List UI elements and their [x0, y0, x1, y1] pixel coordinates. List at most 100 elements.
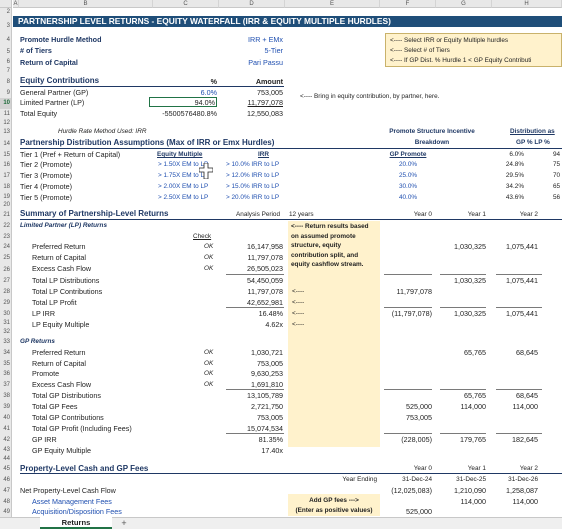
row-header[interactable]: 16: [0, 160, 12, 171]
tier-gp-promote[interactable]: 40.0%: [398, 194, 418, 201]
lp-row-year1[interactable]: 1,030,325: [454, 276, 486, 285]
row-header[interactable]: 31: [0, 320, 12, 327]
row-header[interactable]: 11: [0, 109, 12, 120]
row-header[interactable]: 24: [0, 242, 12, 253]
lp-row-total[interactable]: 16.48%: [258, 309, 283, 318]
gp-row-total[interactable]: 13,105,789: [247, 391, 283, 400]
tier-gp-pct[interactable]: 29.5%: [505, 172, 524, 179]
row-header[interactable]: 45: [0, 464, 12, 475]
row-header[interactable]: 19: [0, 193, 12, 202]
row-header[interactable]: 42: [0, 435, 12, 446]
row-header[interactable]: 32: [0, 327, 12, 337]
tier-gp-pct[interactable]: 6.0%: [509, 151, 524, 158]
gp-row-total[interactable]: 17.40x: [261, 446, 283, 455]
row-header[interactable]: 5: [0, 46, 12, 58]
row-header[interactable]: 22: [0, 221, 12, 232]
row-header[interactable]: 40: [0, 413, 12, 424]
gp-row-total[interactable]: 753,005: [257, 413, 283, 422]
row-header[interactable]: 36: [0, 369, 12, 380]
row-header[interactable]: 12: [0, 120, 12, 127]
row-header[interactable]: 29: [0, 298, 12, 309]
lp-row-total[interactable]: 26,505,023: [247, 264, 283, 273]
gp-row-total[interactable]: 1,030,721: [251, 348, 283, 357]
tier-lp-pct[interactable]: 75: [553, 161, 561, 168]
gp-amount[interactable]: 753,005: [257, 88, 283, 97]
gp-row-year1[interactable]: 179,765: [460, 435, 486, 444]
lp-pct[interactable]: 94.0%: [194, 98, 215, 107]
row-header[interactable]: 27: [0, 276, 12, 287]
gp-row-year2[interactable]: 182,645: [512, 435, 538, 444]
col-header-a[interactable]: A: [13, 0, 19, 8]
property-row-year0[interactable]: (12,025,083): [391, 486, 432, 495]
tier-em-hurdle[interactable]: > 2.00X EM to LP: [158, 183, 209, 190]
gp-row-total[interactable]: 753,005: [257, 359, 283, 368]
tier-gp-pct[interactable]: 43.6%: [505, 194, 524, 201]
tier-irr-hurdle[interactable]: > 10.0% IRR to LP: [226, 161, 280, 168]
row-header[interactable]: 33: [0, 337, 12, 348]
col-header-e[interactable]: E: [285, 0, 380, 8]
gp-row-total[interactable]: 9,630,253: [251, 369, 283, 378]
row-header[interactable]: 35: [0, 359, 12, 369]
lp-row-year2[interactable]: 1,075,441: [506, 309, 538, 318]
row-header[interactable]: 44: [0, 455, 12, 464]
row-header[interactable]: 15: [0, 150, 12, 160]
lp-row-total[interactable]: 11,797,078: [247, 253, 283, 262]
property-row-year2[interactable]: 1,258,087: [506, 486, 538, 495]
property-row-year2[interactable]: 114,000: [512, 497, 538, 506]
lp-row-year2[interactable]: 1,075,441: [506, 242, 538, 251]
tier-em-hurdle[interactable]: > 1.75X EM to LP: [158, 172, 209, 179]
gp-row-total[interactable]: 81.35%: [258, 435, 283, 444]
row-header[interactable]: 21: [0, 209, 12, 221]
lp-row-total[interactable]: 16,147,958: [247, 242, 283, 251]
row-header[interactable]: 30: [0, 309, 12, 320]
row-header[interactable]: 25: [0, 253, 12, 264]
row-header[interactable]: 13: [0, 127, 12, 138]
row-header[interactable]: 37: [0, 380, 12, 391]
tiers-value[interactable]: 5-Tier: [264, 46, 283, 55]
col-header-c[interactable]: C: [153, 0, 219, 8]
total-equity-pct[interactable]: -5500576480.8%: [162, 109, 217, 118]
property-row-year0[interactable]: 525,000: [406, 507, 432, 516]
tier-gp-pct[interactable]: 34.2%: [505, 183, 524, 190]
add-sheet-icon[interactable]: +: [121, 518, 127, 528]
gp-row-year1[interactable]: 65,765: [464, 391, 486, 400]
gp-row-year0[interactable]: (228,005): [401, 435, 432, 444]
gp-row-year1[interactable]: 65,765: [464, 348, 486, 357]
lp-row-year2[interactable]: 1,075,441: [506, 276, 538, 285]
gp-row-year2[interactable]: 68,645: [516, 348, 538, 357]
row-header[interactable]: 46: [0, 475, 12, 486]
col-header-b[interactable]: B: [19, 0, 153, 8]
row-header[interactable]: 41: [0, 424, 12, 435]
return-of-capital-value[interactable]: Pari Passu: [248, 58, 283, 67]
row-header[interactable]: 34: [0, 348, 12, 359]
gp-row-year0[interactable]: 753,005: [406, 413, 432, 422]
row-header[interactable]: 49: [0, 507, 12, 517]
gp-pct[interactable]: 6.0%: [200, 88, 217, 97]
tier-em-hurdle[interactable]: > 2.50X EM to LP: [158, 194, 209, 201]
lp-row-year0[interactable]: 11,797,078: [396, 287, 432, 296]
row-header[interactable]: 4: [0, 35, 12, 46]
row-header[interactable]: 43: [0, 446, 12, 455]
lp-row-total[interactable]: 4.62x: [265, 320, 283, 329]
col-header-h[interactable]: H: [492, 0, 562, 8]
tier-lp-pct[interactable]: 65: [553, 183, 561, 190]
row-header[interactable]: 7: [0, 67, 12, 76]
row-header[interactable]: 39: [0, 402, 12, 413]
tier-irr-hurdle[interactable]: > 20.0% IRR to LP: [226, 194, 280, 201]
tier-gp-promote[interactable]: 20.0%: [398, 161, 418, 168]
row-header[interactable]: 17: [0, 171, 12, 182]
row-header[interactable]: 26: [0, 264, 12, 276]
row-header[interactable]: 6: [0, 58, 12, 67]
row-header[interactable]: 9: [0, 88, 12, 98]
gp-row-year2[interactable]: 68,645: [516, 391, 538, 400]
lp-row-total[interactable]: 11,797,078: [247, 287, 283, 296]
row-header[interactable]: 28: [0, 287, 12, 298]
col-header-f[interactable]: F: [380, 0, 436, 8]
row-header[interactable]: 2: [0, 8, 12, 17]
row-header[interactable]: 3: [0, 17, 12, 35]
tier-gp-promote[interactable]: 30.0%: [398, 183, 418, 190]
tier-em-hurdle[interactable]: > 1.50X EM to LP: [158, 161, 209, 168]
row-header[interactable]: 18: [0, 182, 12, 193]
row-header[interactable]: 14: [0, 138, 12, 150]
